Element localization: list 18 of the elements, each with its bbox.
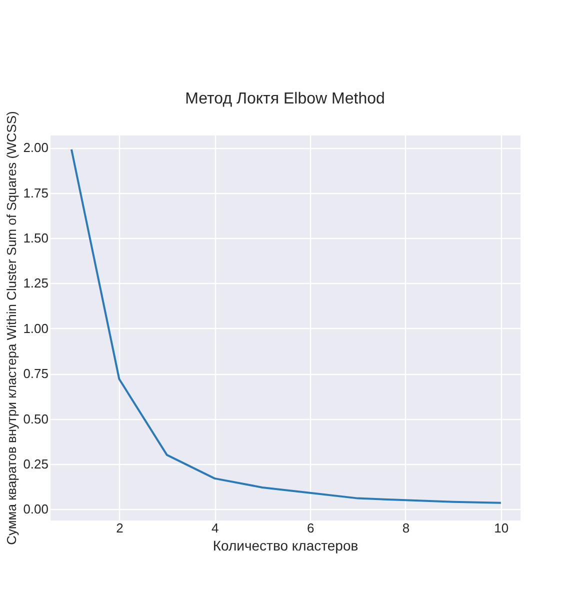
y-tick-label: 0.25 (23, 456, 48, 472)
y-tick-label: 0.50 (23, 411, 48, 426)
y-tick-label: 0.00 (23, 502, 48, 517)
y-tick-label: 0.75 (23, 366, 48, 382)
line-series (70, 148, 502, 504)
x-tick-label: 8 (402, 520, 410, 536)
y-tick-label: 1.00 (23, 320, 48, 336)
x-tick-label: 10 (494, 520, 509, 536)
y-tick-label: 1.75 (23, 185, 48, 200)
x-tick-label: 4 (212, 520, 219, 536)
x-tick-label: 2 (116, 520, 124, 536)
y-tick-label: 1.25 (23, 276, 48, 291)
y-axis-title: Сумма кваратов внутри кластера Within Cluster Sum of Squares (WCSS) (4, 111, 20, 545)
y-tick-label: 2.00 (23, 140, 48, 156)
x-tick-label: 6 (306, 520, 314, 536)
x-axis-title: Количество кластеров (212, 538, 358, 554)
y-tick-label: 1.50 (23, 230, 48, 246)
chart-title: Метод Локтя Elbow Method (185, 90, 385, 108)
